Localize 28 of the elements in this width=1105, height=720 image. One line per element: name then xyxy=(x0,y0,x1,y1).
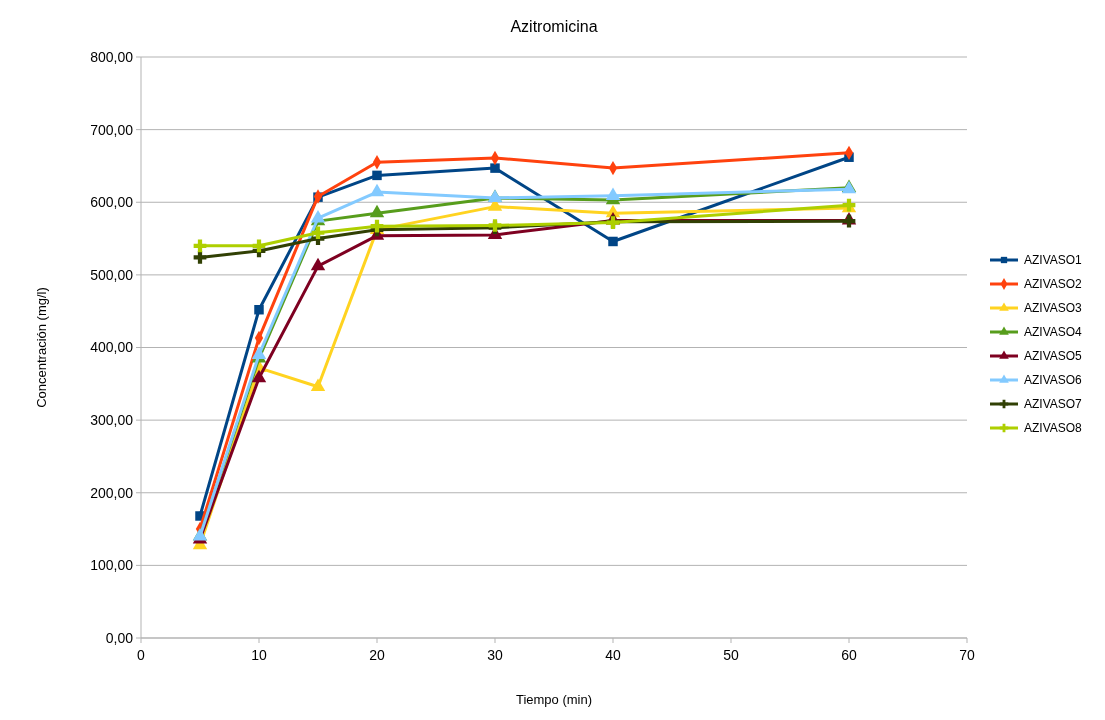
x-tick-label: 40 xyxy=(605,647,621,663)
y-tick-label: 100,00 xyxy=(90,557,134,574)
y-tick-label: 300,00 xyxy=(90,412,134,429)
x-tick-label: 20 xyxy=(369,647,385,663)
x-tick-label: 60 xyxy=(841,647,857,663)
legend-label: AZIVASO3 xyxy=(1024,301,1083,316)
y-tick-label: 400,00 xyxy=(90,339,134,356)
x-tick-label: 70 xyxy=(959,647,975,663)
x-tick-label: 10 xyxy=(251,647,267,663)
y-axis-title: Concentración (mg/l) xyxy=(34,287,49,408)
legend-label: AZIVASO4 xyxy=(1024,325,1083,340)
legend-label: AZIVASO2 xyxy=(1024,277,1083,292)
y-tick-label: 700,00 xyxy=(90,121,134,138)
y-tick-label: 0,00 xyxy=(105,629,134,646)
x-tick-label: 50 xyxy=(723,647,739,663)
y-tick-label: 200,00 xyxy=(90,484,134,501)
legend-label: AZIVASO5 xyxy=(1024,349,1083,364)
legend-label: AZIVASO7 xyxy=(1024,397,1083,412)
y-tick-label: 800,00 xyxy=(90,48,134,65)
x-axis-title: Tiempo (min) xyxy=(515,692,593,707)
legend-label: AZIVASO1 xyxy=(1024,253,1083,268)
x-tick-label: 30 xyxy=(487,647,503,663)
legend-label: AZIVASO6 xyxy=(1024,373,1083,388)
y-tick-label: 500,00 xyxy=(90,266,134,283)
y-tick-label: 600,00 xyxy=(90,194,134,211)
chart-title: Azitromicina xyxy=(510,18,598,35)
x-tick-label: 0 xyxy=(137,647,146,663)
legend-label: AZIVASO8 xyxy=(1024,421,1083,436)
